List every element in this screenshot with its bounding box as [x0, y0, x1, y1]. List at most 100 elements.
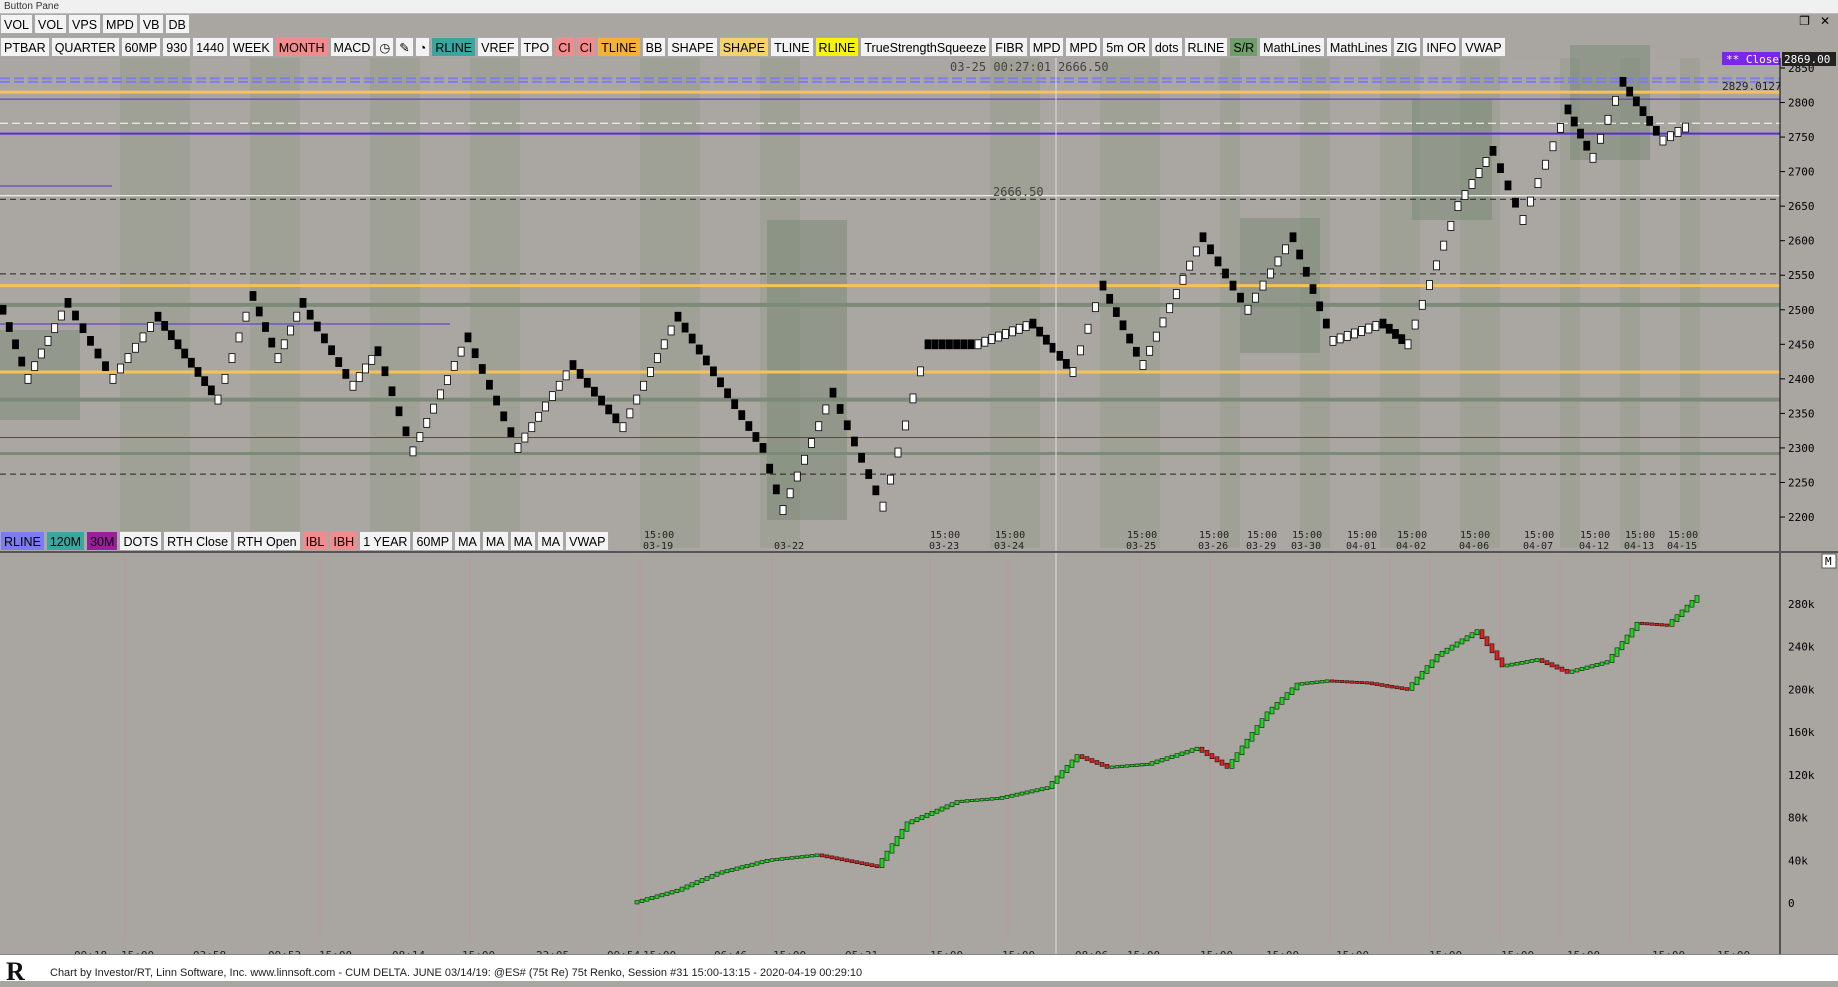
- time-axis-label: 03:58: [193, 949, 226, 954]
- toolbar-button-17[interactable]: BB: [641, 37, 667, 57]
- toolbar-button-12[interactable]: VREF: [477, 37, 519, 57]
- renko-brick: [64, 298, 72, 308]
- lower-toolbar-button-7[interactable]: IBH: [329, 531, 359, 551]
- toolbar-button-14[interactable]: CI: [554, 37, 575, 57]
- study-button-5[interactable]: DB: [164, 14, 190, 34]
- renko-brick: [960, 339, 968, 350]
- lower-toolbar-button-10[interactable]: MA: [454, 531, 481, 551]
- renko-brick: [321, 333, 328, 344]
- toolbar-button-19[interactable]: SHAPE: [718, 37, 770, 57]
- time-axis-label: 15:00: [1567, 949, 1600, 954]
- renko-brick: [1682, 122, 1689, 133]
- price-chart[interactable]: 03-25 00:27:01 2666.50 2666.50 ** Close 2829…: [0, 0, 1838, 954]
- toolbar-button-18[interactable]: SHAPE: [667, 37, 718, 57]
- toolbar-button-5[interactable]: WEEK: [228, 37, 274, 57]
- toolbar-button-33[interactable]: INFO: [1422, 37, 1461, 57]
- delta-candle: [1284, 692, 1290, 700]
- renko-brick: [443, 375, 451, 385]
- renko-brick: [1398, 334, 1406, 344]
- lower-toolbar-button-13[interactable]: MA: [537, 531, 565, 551]
- renko-brick: [181, 348, 189, 359]
- renko-brick: [548, 391, 556, 401]
- date-axis-time: 15:00: [1668, 530, 1698, 541]
- lower-toolbar-button-6[interactable]: IBL: [301, 531, 329, 551]
- crosshair-label: 03-25 00:27:01: [950, 60, 1051, 74]
- toolbar-button-3[interactable]: 930: [162, 37, 192, 57]
- renko-brick: [702, 355, 710, 366]
- study-button-2[interactable]: VPS: [68, 14, 102, 34]
- toolbar-button-21[interactable]: RLINE: [814, 37, 860, 57]
- toolbar-button-22[interactable]: TrueStrengthSqueeze: [860, 37, 991, 57]
- study-button-4[interactable]: VB: [138, 14, 164, 34]
- toolbar-button-8[interactable]: ◷: [375, 37, 395, 57]
- toolbar-button-27[interactable]: dots: [1150, 37, 1183, 57]
- button-row-1: VOL VOL VPS MPD VB DB: [0, 14, 190, 34]
- lower-toolbar-button-2[interactable]: 30M: [86, 531, 119, 551]
- toolbar-button-15[interactable]: CI: [575, 37, 597, 57]
- price-axis-label: 2200: [1788, 511, 1815, 524]
- lower-toolbar-button-0[interactable]: RLINE: [0, 531, 45, 551]
- renko-brick: [1214, 256, 1222, 267]
- lower-toolbar-button-12[interactable]: MA: [509, 531, 537, 551]
- renko-brick: [1659, 135, 1667, 146]
- toolbar-button-13[interactable]: TPO: [519, 37, 554, 57]
- delta-candle: [639, 898, 645, 903]
- delta-candle: [1214, 756, 1220, 763]
- delta-candle: [869, 863, 875, 867]
- toolbar-button-11[interactable]: RLINE: [431, 37, 477, 57]
- toolbar-button-4[interactable]: 1440: [192, 37, 228, 57]
- toolbar-button-25[interactable]: MPD: [1065, 37, 1102, 57]
- toolbar-button-24[interactable]: MPD: [1028, 37, 1065, 57]
- delta-candle: [1309, 681, 1315, 685]
- date-axis-time: 15:00: [930, 530, 960, 541]
- renko-brick: [280, 339, 288, 350]
- delta-candle: [749, 862, 755, 867]
- toolbar-button-1[interactable]: QUARTER: [50, 37, 120, 57]
- price-axis-label: 2600: [1788, 235, 1815, 248]
- toolbar-button-26[interactable]: 5m OR: [1102, 37, 1150, 57]
- toolbar-button-34[interactable]: VWAP: [1461, 37, 1506, 57]
- renko-brick: [1440, 240, 1448, 251]
- delta-candle: [1134, 763, 1140, 767]
- delta-candle: [1439, 650, 1445, 657]
- lower-toolbar-button-5[interactable]: RTH Open: [233, 531, 301, 551]
- delta-candle: [1514, 661, 1520, 666]
- toolbar-button-28[interactable]: RLINE: [1183, 37, 1229, 57]
- delta-candle: [1394, 685, 1400, 690]
- lower-toolbar-button-8[interactable]: 1 YEAR: [359, 531, 412, 551]
- renko-brick: [249, 291, 257, 301]
- toolbar-button-0[interactable]: PTBAR: [0, 37, 50, 57]
- study-button-1[interactable]: VOL: [34, 14, 68, 34]
- renko-brick: [57, 310, 65, 321]
- delta-candle: [1094, 760, 1100, 765]
- lower-axis-label: 280k: [1788, 598, 1815, 611]
- lower-toolbar-button-4[interactable]: RTH Close: [163, 531, 233, 551]
- toolbar-button-30[interactable]: MathLines: [1259, 37, 1325, 57]
- restore-icon[interactable]: ❐: [1799, 14, 1810, 28]
- toolbar-button-20[interactable]: TLINE: [770, 37, 814, 57]
- lower-toolbar-button-11[interactable]: MA: [481, 531, 509, 551]
- delta-candle: [664, 891, 670, 896]
- toolbar-button-7[interactable]: MACD: [329, 37, 375, 57]
- study-button-3[interactable]: MPD: [102, 14, 138, 34]
- lower-toolbar-button-1[interactable]: 120M: [45, 531, 86, 551]
- lower-toolbar-button-3[interactable]: DOTS: [119, 531, 163, 551]
- renko-brick: [1619, 76, 1627, 87]
- lower-toolbar-button-14[interactable]: VWAP: [565, 531, 610, 551]
- study-button-0[interactable]: VOL: [0, 14, 34, 34]
- toolbar-button-6[interactable]: MONTH: [274, 37, 329, 57]
- toolbar-button-9[interactable]: ✎: [395, 37, 414, 57]
- lower-toolbar-button-9[interactable]: 60MP: [412, 531, 454, 551]
- toolbar-button-32[interactable]: ZIG: [1392, 37, 1422, 57]
- toolbar-button-16[interactable]: TLINE: [597, 37, 641, 57]
- toolbar-button-2[interactable]: 60MP: [120, 37, 162, 57]
- renko-brick: [274, 353, 282, 363]
- renko-brick: [423, 418, 431, 428]
- toolbar-button-10[interactable]: ◔: [414, 37, 431, 57]
- toolbar-button-23[interactable]: FIBR: [991, 37, 1028, 57]
- toolbar-button-29[interactable]: S/R: [1229, 37, 1259, 57]
- toolbar-button-31[interactable]: MathLines: [1325, 37, 1392, 57]
- close-icon[interactable]: ✕: [1819, 14, 1830, 28]
- delta-candle: [1419, 671, 1425, 680]
- renko-brick: [1372, 321, 1380, 331]
